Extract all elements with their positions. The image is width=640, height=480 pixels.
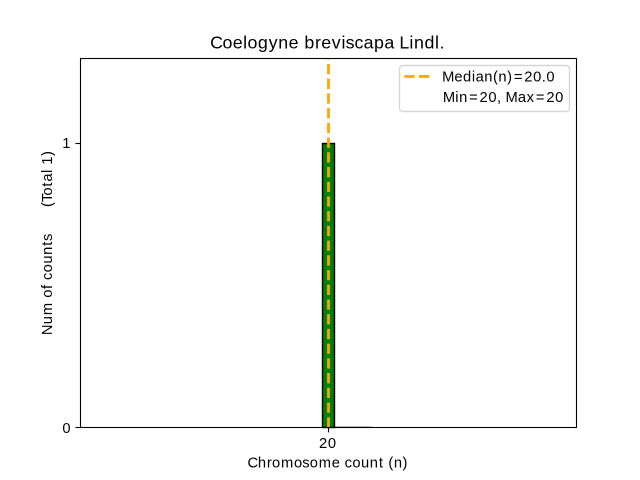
svg-text:20: 20	[319, 436, 336, 452]
svg-text:Chromosome count (n): Chromosome count (n)	[247, 456, 407, 472]
svg-text:1: 1	[62, 136, 70, 152]
svg-text:0: 0	[62, 421, 70, 437]
svg-text:Min=20, Max=20: Min=20, Max=20	[443, 90, 564, 106]
svg-text:Median(n)=20.0: Median(n)=20.0	[442, 70, 554, 86]
svg-text:Coelogyne breviscapa Lindl.: Coelogyne breviscapa Lindl.	[210, 33, 444, 53]
svg-text:Num of counts (Total 1): Num of counts (Total 1)	[40, 151, 56, 335]
